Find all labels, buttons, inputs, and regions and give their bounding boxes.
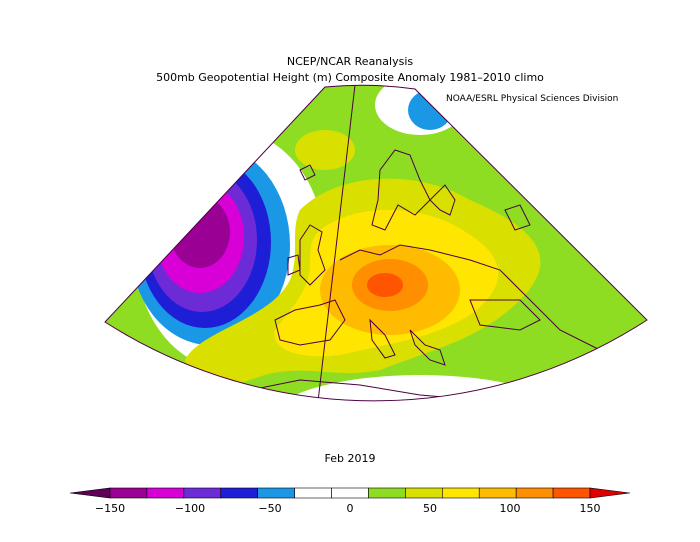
credit-label: NOAA/ESRL Physical Sciences Division [446, 94, 619, 104]
colorbar-bin [220, 487, 258, 499]
colorbar-tick-label: −50 [258, 502, 282, 515]
colorbar-tick-label: 100 [499, 502, 521, 515]
colorbar-bin [331, 487, 369, 499]
colorbar-bin [368, 487, 406, 499]
field-peak [367, 273, 403, 297]
colorbar-bin [442, 487, 480, 499]
colorbar-bin [405, 487, 443, 499]
coastlines [249, 149, 641, 401]
map-title: NCEP/NCAR Reanalysis [286, 55, 414, 68]
meridian-line [309, 85, 356, 401]
colorbar-bin [294, 487, 332, 499]
colorbar-bin [589, 487, 631, 499]
field-yg-north [295, 130, 355, 170]
colorbar-bin [183, 487, 222, 499]
colorbar-bin [257, 487, 295, 499]
colorbar-tick-label: −100 [174, 502, 206, 515]
colorbar-tick-label: 0 [346, 502, 354, 515]
colorbar-bin [552, 487, 591, 499]
map-frame [104, 84, 648, 402]
colorbar-tick-label: 50 [423, 502, 437, 515]
colorbar-tick-label: −150 [94, 502, 126, 515]
colorbar-bin [146, 487, 185, 499]
map-subtitle: 500mb Geopotential Height (m) Composite … [156, 71, 544, 84]
colorbar-bin [478, 487, 517, 499]
colorbar-bin [109, 487, 148, 499]
period-label: Feb 2019 [324, 452, 376, 465]
colorbar-bin [69, 487, 111, 499]
colorbar-tick-label: 150 [579, 502, 601, 515]
colorbar-bin [515, 487, 554, 499]
